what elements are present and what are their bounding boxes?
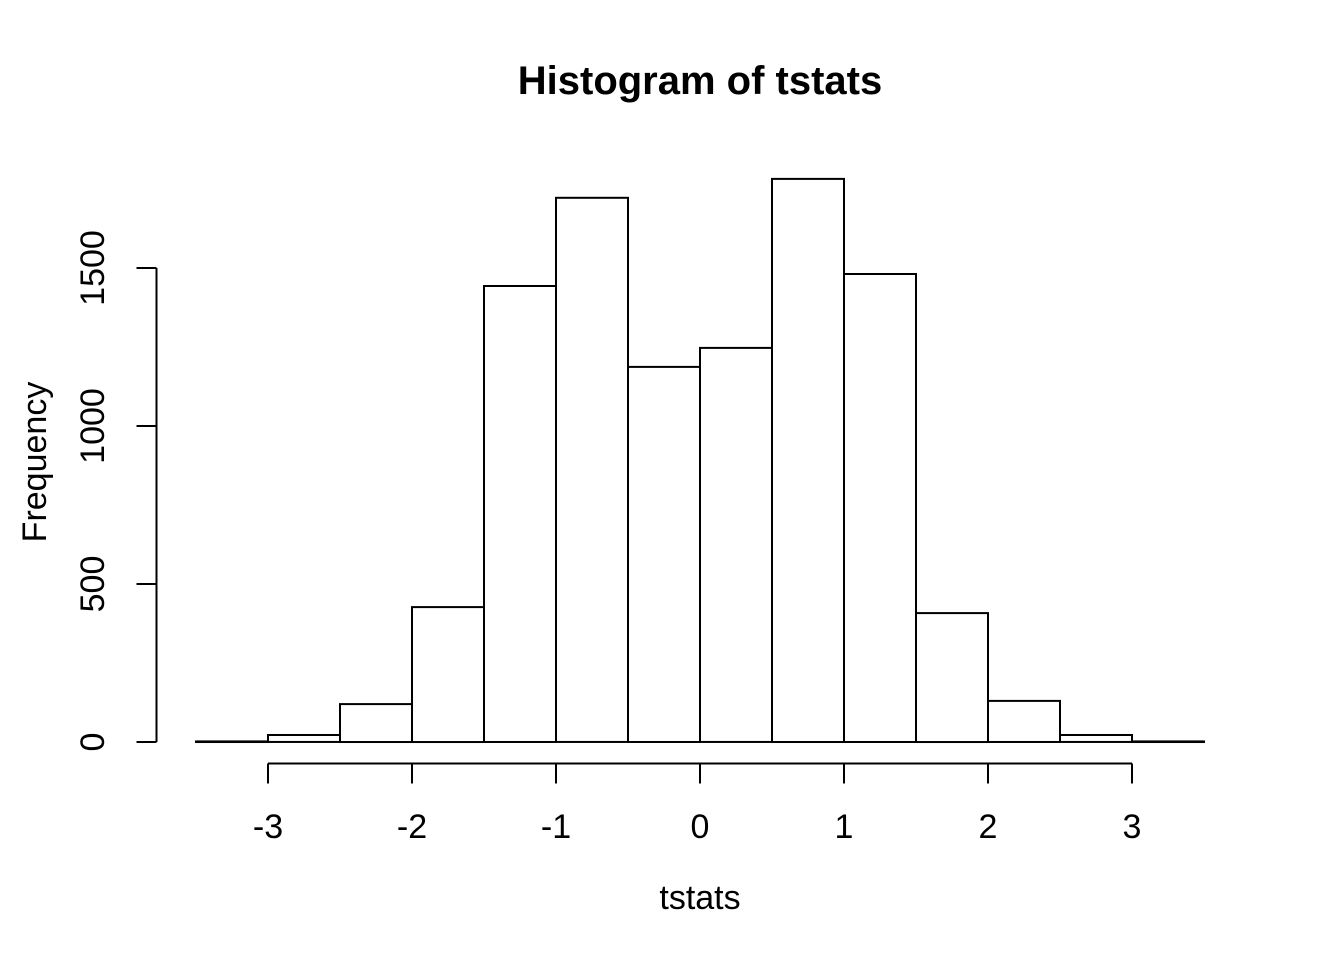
x-tick-label: -2 [397,808,427,846]
histogram-bar [339,703,413,744]
x-tick-label: 0 [691,808,710,846]
histogram-bar [915,612,989,744]
x-tick-label: -3 [253,808,283,846]
x-tick-label: 1 [835,808,854,846]
x-tick-label: 3 [1123,808,1142,846]
histogram-bar [267,734,341,743]
x-axis-label: tstats [659,879,740,917]
x-tick-label: -1 [541,808,571,846]
histogram-bar [627,365,701,743]
x-tick-label: 2 [979,808,998,846]
histogram-bar [699,346,773,743]
y-tick-label: 1000 [74,388,112,464]
y-tick-label: 1500 [74,230,112,306]
bars-group [195,177,1205,744]
histogram-bar [483,285,557,743]
histogram-bar [1059,734,1133,743]
y-tick-label: 0 [74,733,112,752]
y-tick-label: 500 [74,556,112,613]
histogram-bar [1131,740,1205,744]
histogram-bar [195,740,269,744]
chart-title: Histogram of tstats [518,59,883,103]
histogram-bar [843,273,917,743]
histogram-bar [555,196,629,743]
y-axis-label: Frequency [16,382,54,543]
histogram-bar [771,177,845,744]
axes-group: -3 -2 -1 0 1 2 3 0 500 1000 1500 [74,230,1141,846]
histogram-bar [411,606,485,744]
histogram-bar [987,699,1061,743]
